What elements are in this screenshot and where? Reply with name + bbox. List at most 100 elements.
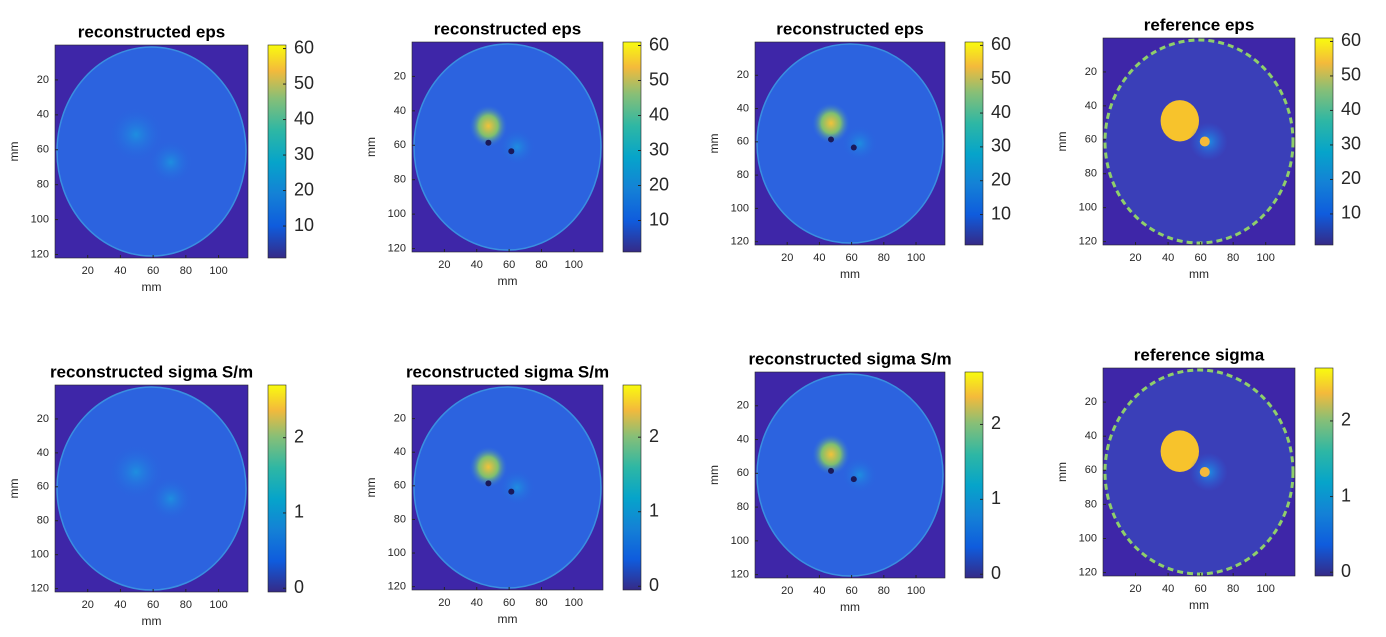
y-tick-label: 20 bbox=[737, 69, 749, 81]
colorbar bbox=[964, 371, 984, 579]
x-tick-label: 20 bbox=[781, 585, 793, 597]
colorbar-tick-label: 30 bbox=[1341, 134, 1361, 154]
y-tick-label: 20 bbox=[1085, 66, 1097, 78]
y-tick-label: 80 bbox=[394, 513, 406, 525]
axes-frame bbox=[411, 384, 604, 591]
colorbar-tick-label: 2 bbox=[1341, 410, 1351, 430]
x-tick-label: 60 bbox=[503, 259, 515, 271]
x-tick-label: 20 bbox=[82, 265, 94, 277]
x-axis-label: mm bbox=[1189, 598, 1209, 612]
image-hotspot bbox=[812, 433, 850, 475]
colorbar-tick-label: 0 bbox=[1341, 561, 1351, 581]
x-tick-label: 80 bbox=[180, 265, 192, 277]
y-tick-label: 20 bbox=[37, 413, 49, 425]
colorbar-tick-label: 10 bbox=[294, 215, 314, 235]
y-axis-label: mm bbox=[707, 134, 721, 154]
image-dot bbox=[828, 467, 834, 474]
x-tick-label: 20 bbox=[1129, 583, 1141, 595]
y-tick-label: 100 bbox=[731, 535, 749, 547]
colorbar-tick-label: 1 bbox=[1341, 485, 1351, 505]
image-hotspot bbox=[469, 446, 508, 488]
y-tick-label: 40 bbox=[37, 447, 49, 459]
y-tick-label: 40 bbox=[737, 102, 749, 114]
image-blob bbox=[147, 138, 194, 186]
colorbar-tick-label: 40 bbox=[991, 102, 1011, 122]
y-tick-label: 100 bbox=[1079, 532, 1097, 544]
image-blob bbox=[147, 475, 194, 523]
x-tick-label: 40 bbox=[114, 599, 126, 611]
x-axis-label: mm bbox=[840, 600, 860, 614]
image-dot bbox=[485, 480, 492, 487]
colorbar-tick-label: 50 bbox=[294, 73, 314, 93]
x-tick-label: 100 bbox=[209, 265, 227, 277]
image-blob bbox=[107, 442, 166, 501]
y-tick-label: 60 bbox=[394, 480, 406, 492]
x-tick-label: 60 bbox=[845, 252, 857, 264]
axes-frame bbox=[54, 384, 249, 593]
colorbar bbox=[622, 41, 642, 253]
colorbar bbox=[964, 41, 984, 246]
colorbar-tick-label: 40 bbox=[649, 104, 669, 124]
y-tick-label: 120 bbox=[1079, 566, 1097, 578]
y-tick-label: 20 bbox=[394, 413, 406, 425]
x-tick-label: 20 bbox=[438, 597, 450, 609]
y-tick-label: 40 bbox=[394, 105, 406, 117]
x-tick-label: 80 bbox=[1227, 252, 1239, 264]
colorbar-tick-label: 2 bbox=[294, 426, 304, 446]
y-axis-label: mm bbox=[7, 479, 21, 499]
colorbar-tick-label: 40 bbox=[1341, 99, 1361, 119]
colorbar-tick-label: 10 bbox=[1341, 203, 1361, 223]
x-tick-label: 80 bbox=[1227, 583, 1239, 595]
y-tick-label: 40 bbox=[1085, 100, 1097, 112]
x-tick-label: 20 bbox=[1129, 252, 1141, 264]
chart-title: reconstructed eps bbox=[434, 19, 581, 38]
axes-frame bbox=[1102, 367, 1296, 577]
image-hotspot bbox=[1160, 430, 1200, 473]
x-tick-label: 60 bbox=[147, 265, 159, 277]
y-tick-label: 60 bbox=[1085, 464, 1097, 476]
x-tick-label: 40 bbox=[1162, 252, 1174, 264]
x-tick-label: 80 bbox=[878, 252, 890, 264]
colorbar-tick-label: 50 bbox=[649, 69, 669, 89]
x-tick-label: 40 bbox=[813, 585, 825, 597]
colorbar-tick-label: 50 bbox=[1341, 65, 1361, 85]
colorbar-tick-label: 2 bbox=[991, 413, 1001, 433]
y-tick-label: 80 bbox=[37, 515, 49, 527]
colorbar-tick-label: 0 bbox=[991, 563, 1001, 583]
colorbar-tick-label: 1 bbox=[294, 502, 304, 522]
y-tick-label: 40 bbox=[1085, 430, 1097, 442]
image-dot bbox=[850, 476, 857, 483]
x-tick-label: 40 bbox=[471, 259, 483, 271]
colorbar bbox=[622, 384, 642, 591]
colorbar bbox=[1314, 37, 1334, 246]
chart-title: reconstructed sigma S/m bbox=[50, 362, 253, 381]
x-tick-label: 40 bbox=[1162, 583, 1174, 595]
x-axis-label: mm bbox=[142, 280, 162, 294]
image-dot bbox=[485, 139, 492, 146]
chart-title: reference eps bbox=[1144, 15, 1255, 34]
y-tick-label: 60 bbox=[737, 136, 749, 148]
x-tick-label: 40 bbox=[471, 597, 483, 609]
colorbar-tick-label: 60 bbox=[991, 34, 1011, 54]
y-tick-label: 100 bbox=[388, 208, 406, 220]
image-blob bbox=[497, 127, 537, 167]
colorbar-tick-label: 60 bbox=[649, 34, 669, 54]
y-tick-label: 80 bbox=[737, 501, 749, 513]
x-tick-label: 80 bbox=[878, 585, 890, 597]
image-blob bbox=[497, 468, 537, 507]
x-tick-label: 20 bbox=[82, 599, 94, 611]
y-tick-label: 20 bbox=[37, 74, 49, 86]
axes-frame bbox=[411, 41, 604, 253]
axes-frame bbox=[1102, 37, 1296, 246]
colorbar bbox=[1314, 367, 1334, 577]
y-tick-label: 120 bbox=[731, 569, 749, 581]
y-tick-label: 120 bbox=[31, 583, 49, 595]
x-tick-label: 100 bbox=[565, 597, 583, 609]
y-tick-label: 120 bbox=[388, 581, 406, 593]
x-tick-label: 40 bbox=[114, 265, 126, 277]
image-hotspot bbox=[1160, 100, 1200, 142]
colorbar bbox=[267, 384, 287, 593]
x-tick-label: 100 bbox=[1257, 252, 1275, 264]
y-tick-label: 40 bbox=[737, 433, 749, 445]
y-tick-label: 60 bbox=[394, 139, 406, 151]
